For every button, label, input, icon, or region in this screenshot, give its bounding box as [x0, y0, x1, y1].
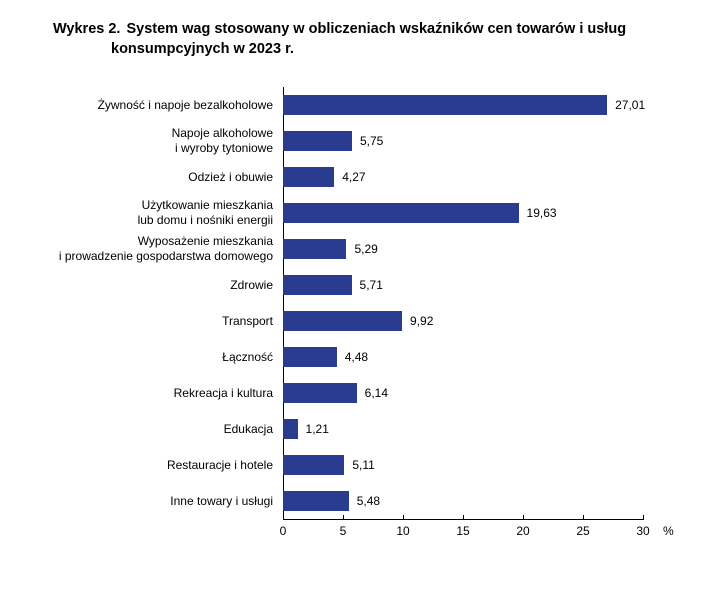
bar-row: Łączność 4,48: [25, 339, 686, 375]
value-label: 19,63: [527, 206, 557, 220]
bar-row: Wyposażenie mieszkania i prowadzenie gos…: [25, 231, 686, 267]
x-tick-label: 30: [636, 524, 649, 538]
bar-row: Inne towary i usługi 5,48: [25, 483, 686, 519]
x-tick-label: 15: [456, 524, 469, 538]
x-tick: [523, 515, 524, 520]
chart-title: Wykres 2. System wag stosowany w oblicze…: [83, 20, 686, 59]
x-tick-label: 5: [340, 524, 347, 538]
bar-area: 1,21: [283, 411, 686, 447]
x-tick-label: 20: [516, 524, 529, 538]
value-label: 5,29: [354, 242, 377, 256]
value-label: 9,92: [410, 314, 433, 328]
title-main: System wag stosowany w obliczeniach wska…: [111, 21, 626, 57]
x-tick: [283, 515, 284, 520]
x-axis: 051015202530%: [283, 519, 643, 520]
bar-row: Napoje alkoholowe i wyroby tytoniowe 5,75: [25, 123, 686, 159]
bar: [283, 275, 352, 295]
bar-area: 4,27: [283, 159, 686, 195]
title-prefix: Wykres 2.: [53, 21, 120, 37]
bar: [283, 383, 357, 403]
category-label: Odzież i obuwie: [25, 170, 283, 185]
bar-area: 5,75: [283, 123, 686, 159]
bar-area: 27,01: [283, 87, 686, 123]
category-label: Edukacja: [25, 422, 283, 437]
value-label: 5,48: [357, 494, 380, 508]
bar-row: Edukacja 1,21: [25, 411, 686, 447]
bar: [283, 347, 337, 367]
category-label: Napoje alkoholowe i wyroby tytoniowe: [25, 126, 283, 156]
category-label: Żywność i napoje bezalkoholowe: [25, 98, 283, 113]
bar-area: 4,48: [283, 339, 686, 375]
x-tick-label: 25: [576, 524, 589, 538]
bar: [283, 95, 607, 115]
bar-area: 5,48: [283, 483, 686, 519]
value-label: 6,14: [365, 386, 388, 400]
bar-row: Zdrowie 5,71: [25, 267, 686, 303]
category-label: Wyposażenie mieszkania i prowadzenie gos…: [25, 234, 283, 264]
value-label: 4,48: [345, 350, 368, 364]
category-label: Użytkowanie mieszkania lub domu i nośnik…: [25, 198, 283, 228]
bar-row: Odzież i obuwie 4,27: [25, 159, 686, 195]
bar-row: Żywność i napoje bezalkoholowe 27,01: [25, 87, 686, 123]
bar-area: 5,11: [283, 447, 686, 483]
x-tick: [343, 515, 344, 520]
x-tick: [463, 515, 464, 520]
category-label: Łączność: [25, 350, 283, 365]
bar-row: Transport 9,92: [25, 303, 686, 339]
bar: [283, 131, 352, 151]
category-label: Inne towary i usługi: [25, 494, 283, 509]
bar-rows: Żywność i napoje bezalkoholowe 27,01 Napoj…: [25, 87, 686, 519]
bar-row: Rekreacja i kultura 6,14: [25, 375, 686, 411]
x-tick: [403, 515, 404, 520]
bar-area: 9,92: [283, 303, 686, 339]
x-tick: [583, 515, 584, 520]
bar-area: 6,14: [283, 375, 686, 411]
x-tick-label: 0: [280, 524, 287, 538]
bar-row: Użytkowanie mieszkania lub domu i nośnik…: [25, 195, 686, 231]
bar: [283, 203, 519, 223]
bar: [283, 419, 298, 439]
category-label: Rekreacja i kultura: [25, 386, 283, 401]
unit-label: %: [663, 524, 674, 538]
bar: [283, 491, 349, 511]
value-label: 5,11: [352, 458, 374, 472]
category-label: Restauracje i hotele: [25, 458, 283, 473]
bar: [283, 239, 346, 259]
value-label: 1,21: [306, 422, 329, 436]
value-label: 5,71: [360, 278, 383, 292]
bar-area: 5,29: [283, 231, 686, 267]
bar-row: Restauracje i hotele 5,11: [25, 447, 686, 483]
bar-area: 5,71: [283, 267, 686, 303]
category-label: Transport: [25, 314, 283, 329]
bar: [283, 455, 344, 475]
x-tick-label: 10: [396, 524, 409, 538]
x-tick: [643, 515, 644, 520]
value-label: 4,27: [342, 170, 365, 184]
bar: [283, 311, 402, 331]
bar-area: 19,63: [283, 195, 686, 231]
chart-container: Żywność i napoje bezalkoholowe 27,01 Napoj…: [25, 87, 686, 520]
category-label: Zdrowie: [25, 278, 283, 293]
value-label: 5,75: [360, 134, 383, 148]
value-label: 27,01: [615, 98, 645, 112]
bar: [283, 167, 334, 187]
